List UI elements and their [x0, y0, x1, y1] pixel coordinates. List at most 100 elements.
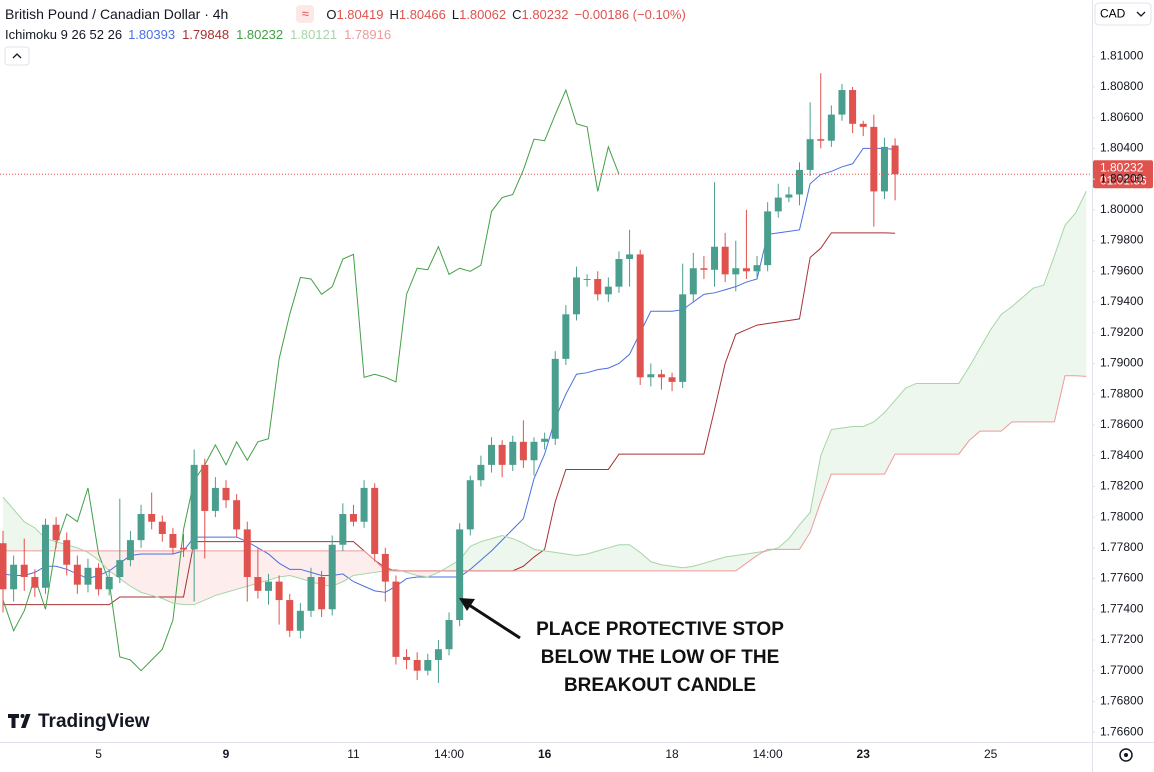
cloud-layer [3, 191, 1087, 605]
cloud-segment [714, 557, 726, 571]
brand-name: TradingView [38, 711, 150, 732]
header: British Pound / Canadian Dollar · 4h ≈ O… [5, 4, 686, 24]
ohlc-key: C [512, 6, 522, 22]
cloud-segment [353, 550, 365, 576]
settings-icon[interactable] [1119, 748, 1133, 762]
y-tick-label: 1.76600 [1100, 724, 1144, 738]
y-tick-label: 1.78400 [1100, 448, 1144, 462]
brand-logo-dot [20, 714, 25, 718]
cloud-segment [1075, 191, 1087, 377]
candle-body [20, 564, 28, 578]
cloud-segment [13, 509, 25, 551]
candle-body [105, 577, 113, 590]
ohlc-item: C1.80232 [512, 7, 568, 22]
x-tick-label: 18 [665, 747, 679, 761]
ohlc-value: 1.80419 [336, 6, 384, 22]
cloud-segment [1043, 255, 1055, 422]
cloud-segment [279, 550, 290, 578]
candle-body [318, 577, 326, 610]
cloud-segment [215, 550, 227, 596]
y-tick-label: 1.80000 [1100, 202, 1144, 216]
candle-body [827, 114, 835, 141]
candle-body [371, 487, 379, 554]
indicator-line [2, 147, 896, 593]
cloud-segment [130, 550, 142, 593]
cloud-segment [831, 427, 842, 475]
ohlc-value: 1.80232 [521, 6, 569, 22]
cloud-segment [852, 426, 864, 475]
candle-body [689, 268, 697, 295]
y-tick-label: 1.77000 [1100, 663, 1144, 677]
ohlc-value: 1.80466 [398, 6, 446, 22]
cloud-segment [916, 383, 927, 455]
currency-button[interactable] [1094, 2, 1152, 26]
candle-body [880, 146, 888, 192]
y-tick-label: 1.81000 [1100, 48, 1144, 62]
cloud-segment [895, 388, 906, 455]
y-tick-label: 1.77600 [1100, 571, 1144, 585]
candle-body [169, 533, 177, 548]
axis-layer: 1.76600 1.76800 1.77000 1.77200 1.77400 1.776… [95, 48, 1143, 761]
cloud-segment [841, 426, 853, 475]
candle-body [63, 540, 71, 565]
cloud-segment [151, 550, 163, 599]
brand-logo [8, 714, 31, 728]
y-tick-label: 1.79000 [1100, 356, 1144, 370]
x-tick-label: 5 [95, 747, 102, 761]
candle-body [190, 464, 198, 550]
candle-body [233, 500, 241, 530]
cloud-segment [746, 552, 758, 564]
candle-body [721, 246, 729, 275]
annotation-arrow [465, 601, 521, 640]
indicator-line [2, 191, 1087, 606]
cloud-segment [1033, 285, 1044, 422]
cloud-segment [608, 544, 619, 571]
cloud-segment [204, 550, 216, 601]
candle-body [519, 441, 527, 461]
y-tick-label: 1.80200 [1100, 171, 1144, 185]
cloud-segment [618, 544, 630, 571]
indicator-values: 1.80393 1.79848 1.80232 1.80121 1.78916 [128, 27, 391, 42]
collapse-button[interactable] [4, 46, 30, 66]
collapse-icon [12, 53, 22, 59]
cloud-segment [512, 538, 524, 571]
x-tick-label: 16 [538, 747, 552, 761]
indicator-line [3, 232, 896, 606]
cloud-segment [587, 550, 598, 571]
candle-body [456, 529, 464, 621]
candle-body [774, 197, 782, 212]
cloud-segment [491, 535, 503, 571]
candle-body [339, 514, 347, 545]
cloud-segment [650, 561, 662, 571]
cloud-segment [937, 383, 949, 455]
cloud-segment [502, 535, 513, 571]
candle-body [626, 254, 634, 260]
candle-body [222, 487, 230, 501]
candle-body [349, 514, 357, 522]
symbol-icon[interactable]: ≈ [296, 5, 315, 23]
cloud-segment [534, 549, 545, 571]
cloud-segment [162, 550, 173, 604]
ohlc-key: H [389, 6, 399, 22]
cloud-segment [693, 563, 704, 571]
indicator-value: 1.80232 [236, 26, 284, 42]
candle-body [95, 567, 103, 590]
candle-body [891, 145, 899, 175]
annotation-line: BELOW THE LOW OF THE [541, 647, 780, 668]
cloud-segment [958, 366, 970, 455]
y-tick-label: 1.79200 [1100, 325, 1144, 339]
cloud-segment [629, 544, 641, 571]
annotation-arrowhead [459, 598, 475, 611]
candle-body [445, 620, 453, 650]
candle-body [806, 139, 814, 170]
candle-body [753, 265, 761, 272]
cloud-segment [810, 455, 821, 533]
candle-body [849, 90, 857, 124]
y-tick-label: 1.76800 [1100, 694, 1144, 708]
cloud-segment [565, 553, 577, 571]
annotation-line: BREAKOUT CANDLE [564, 675, 756, 696]
candle-body [711, 246, 719, 270]
y-tick-label: 1.79400 [1100, 294, 1144, 308]
candle-body [73, 564, 81, 585]
